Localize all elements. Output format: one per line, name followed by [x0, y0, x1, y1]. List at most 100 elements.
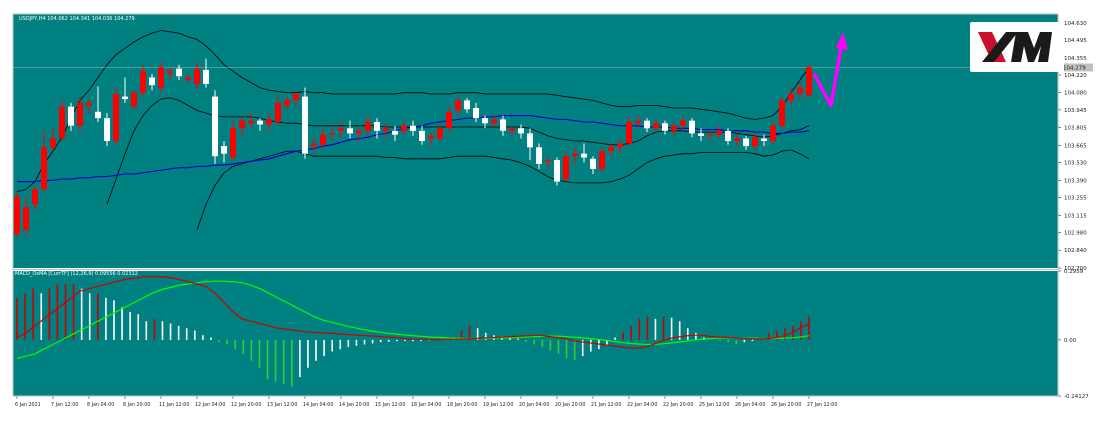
candle [311, 138, 317, 154]
candle-body [131, 92, 137, 107]
candle [302, 87, 308, 159]
candle-body [347, 128, 353, 134]
candle-body [653, 123, 659, 129]
time-tick-label: 14 Jan 04:00 [303, 402, 333, 408]
candle [644, 118, 650, 133]
candle [86, 99, 92, 114]
time-tick-label: 11 Jan 12:00 [159, 402, 189, 408]
time-tick-label: 8 Jan 20:00 [123, 402, 150, 408]
price-tick-label: 102.980 [1064, 230, 1087, 236]
candle-body [266, 119, 272, 125]
price-tick-label: 104.080 [1064, 91, 1087, 97]
candle-body [104, 118, 110, 141]
candle-body [230, 128, 236, 158]
time-tick-label: 26 Jan 04:00 [735, 402, 765, 408]
candle-body [23, 207, 29, 230]
candle [50, 128, 56, 152]
candle [32, 185, 38, 211]
candle [572, 147, 578, 164]
price-tick-label: 104.630 [1064, 21, 1087, 27]
time-tick-label: 12 Jan 04:00 [195, 402, 225, 408]
candle-body [734, 138, 740, 141]
plot-border [12, 13, 1059, 397]
candle-body [464, 100, 470, 110]
candle-body [581, 153, 587, 158]
candle-body [626, 121, 632, 144]
candle [140, 64, 146, 97]
candle-body [392, 130, 398, 135]
candle-body [743, 138, 749, 147]
candle [446, 106, 452, 131]
candle-body [716, 130, 722, 135]
candle [482, 115, 488, 129]
candle-body [50, 138, 56, 148]
candle-body [374, 121, 380, 131]
candle [131, 90, 137, 110]
candle [554, 157, 560, 186]
chart-canvas: 104.630 104.495 104.355 104.220 104.080 103.9… [10, 12, 1104, 409]
candle [347, 120, 353, 139]
candle [761, 134, 767, 147]
candle [23, 196, 29, 237]
candle-body [689, 120, 695, 134]
candle [203, 58, 209, 88]
macd-pane-background [13, 271, 1058, 396]
candle [257, 118, 263, 131]
candle [509, 125, 515, 136]
chart-frame: 104.630 104.495 104.355 104.220 104.080 103.9… [10, 12, 1104, 409]
candle-body [185, 77, 191, 81]
candle [797, 80, 803, 100]
candle-body [356, 130, 362, 134]
candle-body [41, 147, 47, 190]
time-tick-label: 8 Jan 04:00 [87, 402, 114, 408]
candle-body [707, 134, 713, 136]
candle-body [311, 143, 317, 147]
candle-body [293, 94, 299, 101]
candle [383, 123, 389, 139]
time-tick-label: 14 Jan 20:00 [339, 402, 369, 408]
candle [41, 130, 47, 192]
candle-body [275, 102, 281, 122]
time-tick-label: 13 Jan 12:00 [267, 402, 297, 408]
candle-body [644, 120, 650, 129]
candle-body [149, 77, 155, 86]
candle [59, 99, 65, 141]
candle-body [554, 160, 560, 182]
candle-body [761, 138, 767, 141]
candle [185, 73, 191, 84]
candle [113, 87, 119, 144]
candle-body [158, 67, 164, 88]
bollinger-upper-line [16, 30, 810, 193]
candle-body [752, 137, 758, 147]
candle [365, 115, 371, 136]
price-tick-label: 103.390 [1064, 178, 1087, 184]
candle [239, 115, 245, 136]
time-tick-label: 20 Jan 04:00 [519, 402, 549, 408]
candle [338, 121, 344, 139]
candle-body [176, 68, 182, 77]
candle-body [797, 87, 803, 95]
candle-body [446, 111, 452, 129]
current-price-box [1059, 63, 1093, 72]
candle [320, 128, 326, 149]
candle [392, 125, 398, 141]
candle-body [428, 135, 434, 139]
signal-line [16, 280, 810, 360]
candle [77, 96, 83, 131]
candle-body [140, 71, 146, 93]
price-pane-background [13, 14, 1058, 268]
candle-body [680, 120, 686, 126]
current-price-label: 104.279 [1063, 65, 1086, 71]
candle [590, 156, 596, 175]
bollinger-lower-line [196, 149, 810, 231]
candle [68, 102, 74, 131]
candle [356, 128, 362, 141]
macd-pane [13, 271, 1058, 396]
xm-logo-mark [978, 32, 1052, 62]
candle-body [779, 100, 785, 126]
time-tick-label: 18 Jan 04:00 [411, 402, 441, 408]
forecast-arrow-path [812, 41, 844, 108]
candle-body [473, 107, 479, 119]
macd-tick-label: -0.24127 [1064, 394, 1089, 400]
candle-body [545, 160, 551, 162]
